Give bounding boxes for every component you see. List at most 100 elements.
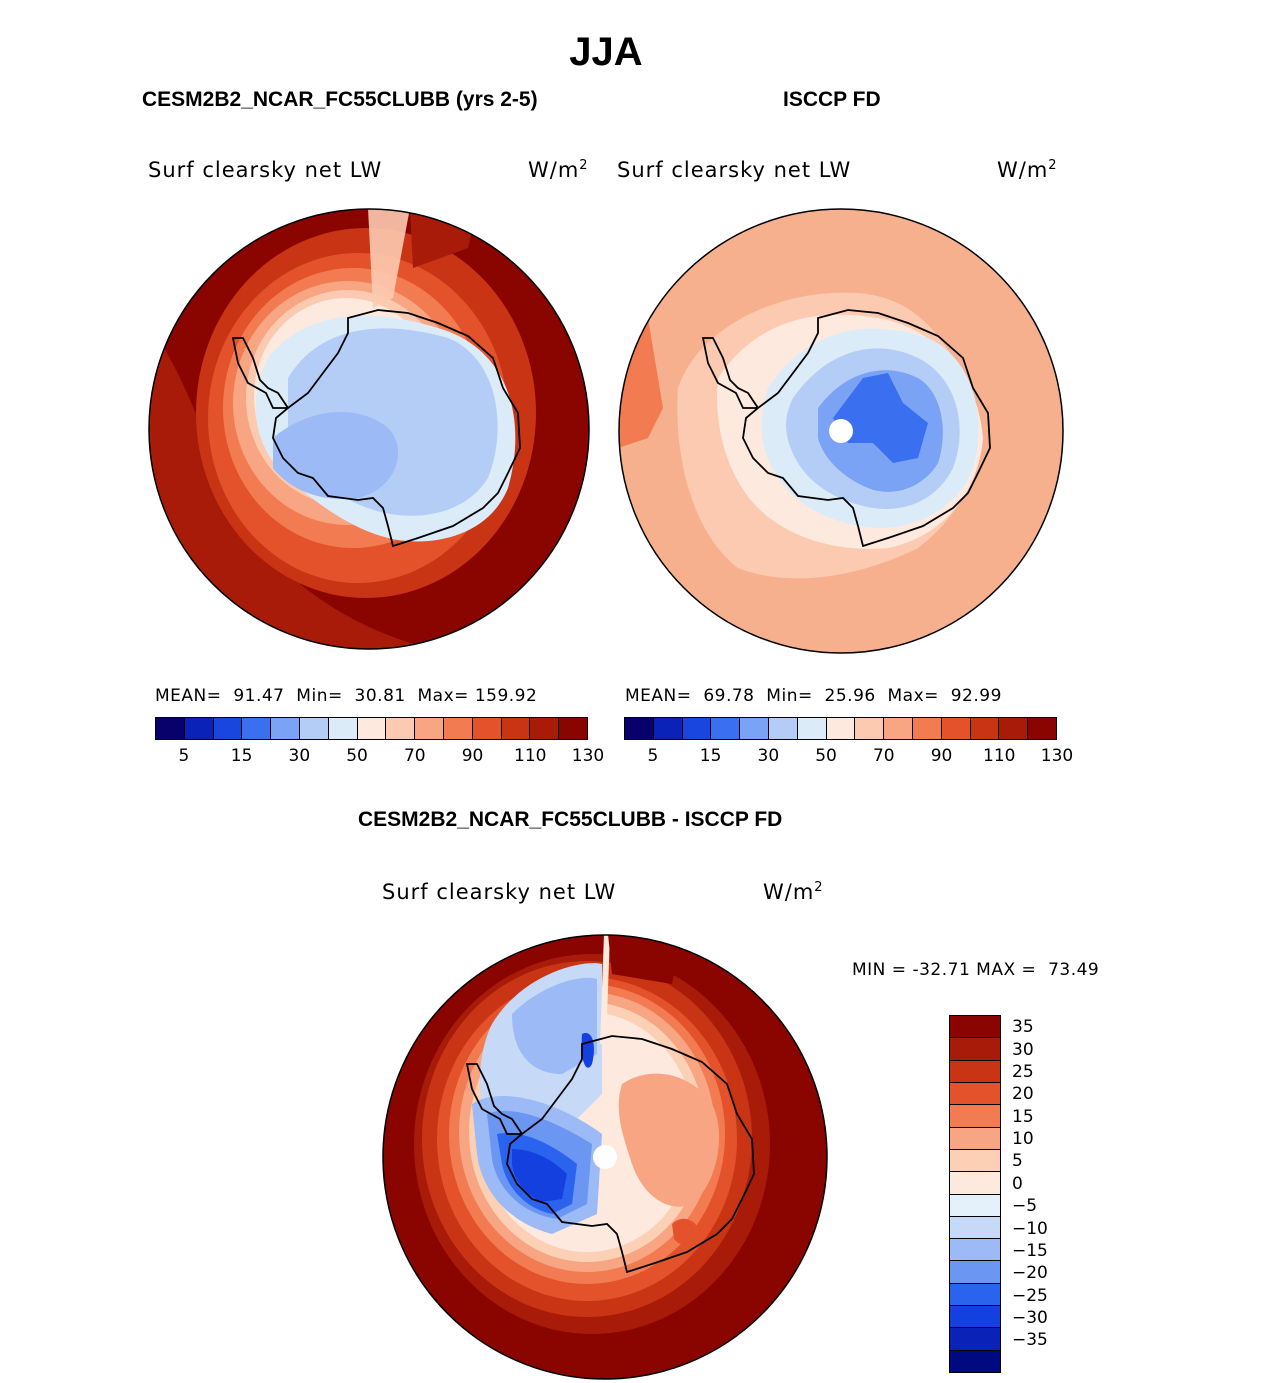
diff-colorbar-tick-label: −35	[1012, 1330, 1048, 1351]
diff-colorbar-tick-label: 30	[1012, 1039, 1034, 1060]
diff-colorbar-swatch	[950, 1283, 1000, 1307]
diff-colorbar-tick-label: 35	[1012, 1017, 1034, 1038]
diff-colorbar-swatch	[950, 1350, 1000, 1372]
right-colorbar-swatch	[768, 718, 798, 739]
left-colorbar-swatch	[184, 718, 214, 739]
left-colorbar-swatch	[242, 718, 272, 739]
diff-colorbar-swatch	[950, 1082, 1000, 1106]
diff-colorbar-tick-label: 20	[1012, 1084, 1034, 1105]
diff-units-label: W/m2	[763, 880, 824, 904]
left-colorbar-swatch	[443, 718, 473, 739]
diff-panel-title: CESM2B2_NCAR_FC55CLUBB - ISCCP FD	[358, 808, 783, 831]
diff-colorbar-swatch	[950, 1038, 1000, 1061]
right-colorbar-tick-label: 15	[699, 746, 722, 766]
left-colorbar-swatch	[299, 718, 329, 739]
diff-colorbar-tick-label: 10	[1012, 1129, 1034, 1150]
right-variable-label: Surf clearsky net LW	[617, 158, 852, 182]
diff-colorbar-swatch	[950, 1172, 1000, 1195]
diff-colorbar-tick-label: 5	[1012, 1151, 1023, 1172]
diff-colorbar-tick-label: −30	[1012, 1308, 1048, 1329]
right-colorbar-tick-label: 50	[815, 746, 837, 766]
right-colorbar-swatch	[625, 718, 654, 739]
right-colorbar-swatch	[970, 718, 1000, 739]
diff-colorbar-tick-label: −25	[1012, 1285, 1048, 1306]
left-colorbar-tick-label: 110	[514, 746, 547, 766]
right-colorbar-swatch	[855, 718, 885, 739]
left-colorbar-swatch	[357, 718, 387, 739]
left-colorbar-swatch	[559, 718, 587, 739]
diff-region	[512, 1149, 567, 1202]
diff-colorbar-swatch	[950, 1306, 1000, 1329]
left-units-label: W/m2	[528, 158, 589, 182]
left-colorbar-swatch	[328, 718, 358, 739]
left-panel-title: CESM2B2_NCAR_FC55CLUBB (yrs 2-5)	[142, 88, 538, 111]
left-colorbar-tick-label: 130	[571, 746, 605, 766]
left-variable-label: Surf clearsky net LW	[148, 158, 383, 182]
figure-title: JJA	[569, 30, 643, 74]
diff-colorbar-swatch	[950, 1016, 1000, 1039]
left-colorbar-tick-label: 90	[461, 746, 484, 766]
right-colorbar-tick-label: 5	[647, 746, 659, 766]
diff-region	[512, 977, 597, 1074]
diff-colorbar-swatch	[950, 1060, 1000, 1083]
right-colorbar-tick-label: 30	[757, 746, 780, 766]
diff-colorbar-swatch	[950, 1105, 1000, 1128]
diff-colorbar-swatch	[950, 1194, 1000, 1217]
right-colorbar	[624, 717, 1057, 740]
right-colorbar-swatch	[912, 718, 942, 739]
left-colorbar-swatch	[415, 718, 444, 739]
right-polar-map	[618, 208, 1064, 654]
left-colorbar-swatch	[472, 718, 502, 739]
diff-colorbar-tick-label: −10	[1012, 1218, 1048, 1239]
diff-antarctica-coastline	[465, 1035, 755, 1274]
right-colorbar-swatch	[1028, 718, 1056, 739]
diff-colorbar-tick-label: 15	[1012, 1106, 1034, 1127]
left-polar-map	[148, 208, 590, 650]
diff-region	[608, 935, 682, 984]
diff-region	[672, 1218, 700, 1246]
diff-region	[600, 935, 610, 1044]
diff-colorbar-swatch	[950, 1239, 1000, 1262]
left-region	[149, 328, 438, 649]
left-colorbar-tick-label: 50	[346, 746, 368, 766]
diff-colorbar-swatch	[950, 1261, 1000, 1284]
right-colorbar-swatch	[999, 718, 1029, 739]
right-colorbar-tick-label: 90	[930, 746, 953, 766]
left-colorbar-tick-label: 30	[288, 746, 311, 766]
right-region	[833, 373, 928, 463]
left-colorbar-swatch	[271, 718, 300, 739]
left-region	[368, 209, 410, 308]
right-colorbar-swatch	[826, 718, 856, 739]
left-colorbar-swatch	[156, 718, 185, 739]
diff-region	[618, 1073, 720, 1207]
diff-colorbar-swatch	[950, 1149, 1000, 1173]
right-colorbar-tick-label: 110	[983, 746, 1016, 766]
left-antarctica-coastline	[231, 309, 521, 548]
left-colorbar-tick-label: 70	[403, 746, 426, 766]
diff-stats: MIN = -32.71 MAX = 73.49	[852, 960, 1100, 980]
right-colorbar-swatch	[653, 718, 683, 739]
left-stats: MEAN= 91.47 Min= 30.81 Max= 159.92	[155, 686, 538, 706]
diff-colorbar-tick-label: −15	[1012, 1240, 1048, 1261]
diff-polar-map	[382, 934, 828, 1380]
right-colorbar-swatch	[941, 718, 971, 739]
right-colorbar-swatch	[740, 718, 769, 739]
right-antarctica-coastline	[701, 309, 991, 548]
left-colorbar	[155, 717, 588, 740]
diff-variable-label: Surf clearsky net LW	[382, 880, 617, 904]
left-colorbar-swatch	[501, 718, 531, 739]
diff-colorbar-swatch	[950, 1216, 1000, 1240]
left-colorbar-swatch	[386, 718, 416, 739]
diff-colorbar-swatch	[950, 1127, 1000, 1150]
left-colorbar-swatch	[213, 718, 243, 739]
right-colorbar-swatch	[797, 718, 827, 739]
left-colorbar-swatch	[530, 718, 560, 739]
diff-colorbar-tick-label: −20	[1012, 1263, 1048, 1284]
right-colorbar-tick-label: 130	[1040, 746, 1074, 766]
right-panel-title: ISCCP FD	[783, 88, 881, 111]
right-colorbar-tick-label: 70	[872, 746, 895, 766]
diff-colorbar-tick-label: −5	[1012, 1196, 1038, 1217]
diff-colorbar-tick-label: 25	[1012, 1061, 1034, 1082]
diff-colorbar	[949, 1015, 1001, 1373]
left-region	[273, 411, 398, 499]
